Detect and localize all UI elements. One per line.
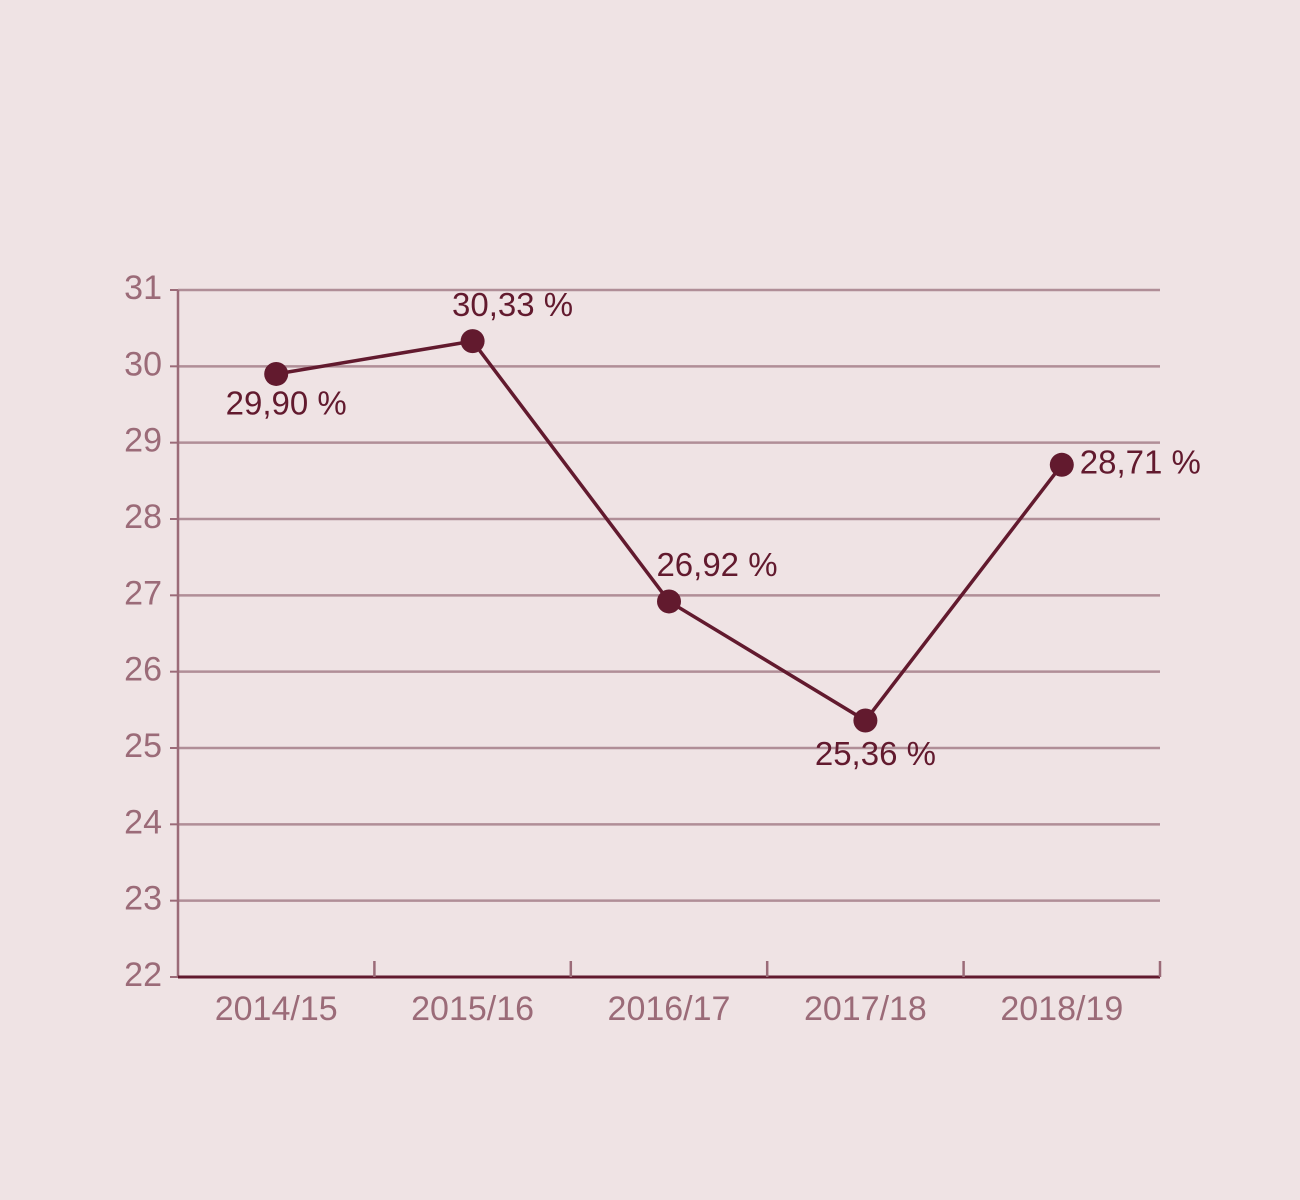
y-tick-label: 30 [124,345,162,383]
data-point [264,361,289,386]
x-tick-label: 2018/19 [1000,990,1123,1028]
y-tick-label: 22 [124,956,162,994]
data-point [1049,452,1074,477]
value-label: 28,71 % [1080,444,1201,481]
y-tick-label: 28 [124,498,162,536]
y-tick-label: 26 [124,651,162,689]
y-tick-label: 25 [124,727,162,765]
value-label: 26,92 % [656,546,777,583]
x-tick-label: 2016/17 [608,990,731,1028]
data-point [853,708,878,733]
data-point [460,329,485,354]
x-tick-label: 2017/18 [804,990,927,1028]
value-label: 25,36 % [815,735,936,772]
data-line [275,339,1064,723]
x-tick-label: 2014/15 [215,990,338,1028]
value-label: 30,33 % [452,286,573,323]
data-point [657,589,681,614]
x-tick-label: 2015/16 [411,990,534,1028]
y-tick-label: 23 [124,880,162,918]
y-tick-label: 29 [124,422,162,460]
y-tick-label: 24 [124,803,162,841]
value-label: 29,90 % [226,385,347,422]
y-tick-label: 31 [124,269,162,307]
y-tick-label: 27 [124,574,162,612]
